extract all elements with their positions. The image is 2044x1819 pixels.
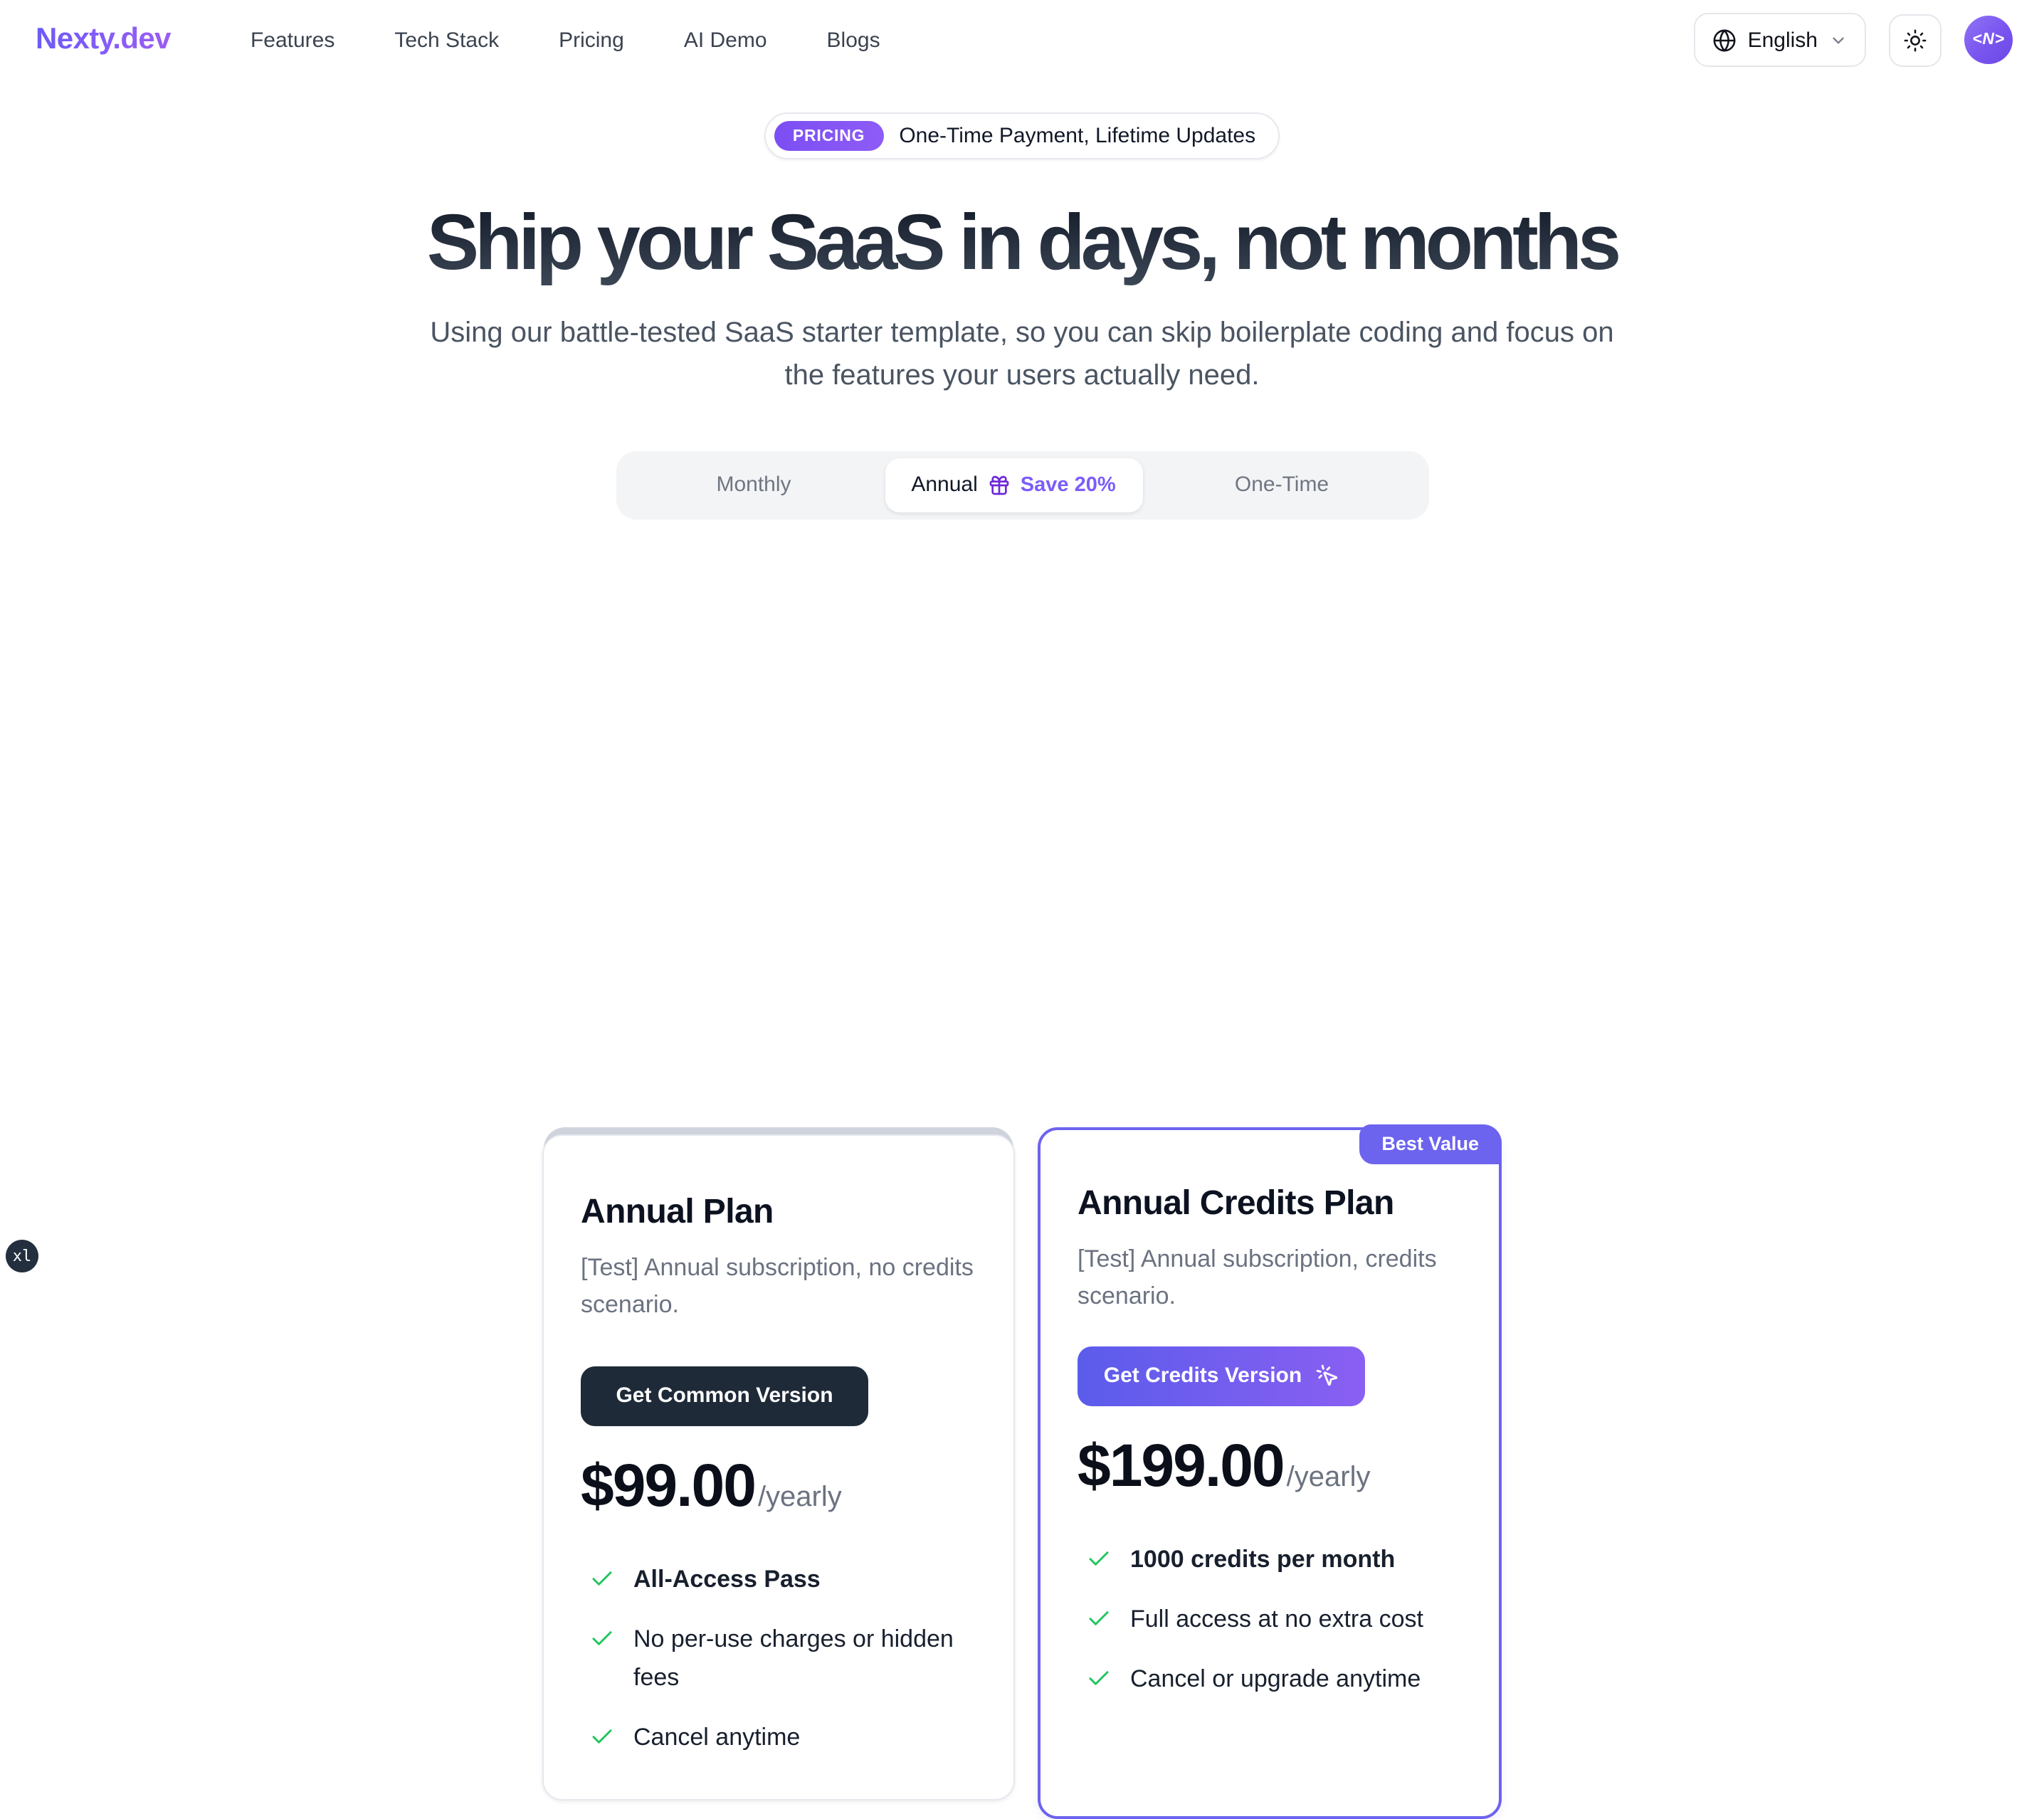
- plan-price: $99.00 /yearly: [581, 1452, 976, 1520]
- price-period: /yearly: [1286, 1461, 1371, 1493]
- feature-item: Cancel or upgrade anytime: [1086, 1660, 1462, 1698]
- get-credits-version-label: Get Credits Version: [1103, 1364, 1302, 1388]
- gift-icon: [988, 474, 1011, 497]
- hero-section: PRICING One-Time Payment, Lifetime Updat…: [0, 80, 2044, 397]
- plan-description: [Test] Annual subscription, no credits s…: [581, 1253, 974, 1318]
- chevron-down-icon: [1829, 31, 1848, 49]
- feature-list: 1000 credits per month Full access at no…: [1078, 1540, 1462, 1698]
- logo[interactable]: Nexty.dev: [36, 23, 172, 56]
- check-icon: [1086, 1665, 1112, 1698]
- nav-item-blogs[interactable]: Blogs: [826, 28, 880, 52]
- mouse-pointer-click-icon: [1315, 1364, 1339, 1388]
- check-icon: [589, 1625, 615, 1697]
- feature-text: 1000 credits per month: [1130, 1545, 1396, 1573]
- nav-links: Features Tech Stack Pricing AI Demo Blog…: [251, 28, 880, 52]
- page-subtitle: Using our battle-tested SaaS starter tem…: [430, 317, 1614, 391]
- feature-text: No per-use charges or hidden fees: [633, 1625, 954, 1691]
- language-selector-button[interactable]: English: [1693, 13, 1866, 67]
- feature-item: All-Access Pass: [589, 1560, 976, 1598]
- feature-text: All-Access Pass: [633, 1565, 821, 1593]
- best-value-badge: Best Value: [1359, 1124, 1502, 1165]
- pricing-badge-label: PRICING: [774, 121, 884, 151]
- plan-price: $199.00 /yearly: [1078, 1432, 1462, 1500]
- avatar[interactable]: <N>: [1964, 16, 2013, 64]
- language-selector-label: English: [1747, 28, 1818, 52]
- pricing-badge-text: One-Time Payment, Lifetime Updates: [899, 124, 1256, 148]
- nav-right-controls: English <N>: [1693, 13, 2013, 67]
- toggle-option-one-time[interactable]: One-Time: [1234, 473, 1329, 497]
- check-icon: [589, 1566, 615, 1598]
- feature-item: Full access at no extra cost: [1086, 1600, 1462, 1638]
- theme-toggle-button[interactable]: [1889, 14, 1942, 66]
- feature-item: No per-use charges or hidden fees: [589, 1620, 976, 1697]
- nav-item-ai-demo[interactable]: AI Demo: [683, 28, 767, 52]
- nav-item-features[interactable]: Features: [250, 28, 335, 52]
- billing-toggle-wrap: Monthly Annual Save 20% One-Time: [0, 450, 2044, 520]
- page-title: Ship your SaaS in days, not months: [0, 196, 2044, 289]
- pricing-pill-badge: PRICING One-Time Payment, Lifetime Updat…: [764, 112, 1280, 159]
- feature-text: Cancel or upgrade anytime: [1130, 1665, 1421, 1692]
- get-common-version-button[interactable]: Get Common Version: [581, 1366, 868, 1426]
- plan-card-annual-body: Annual Plan [Test] Annual subscription, …: [542, 1134, 1015, 1800]
- check-icon: [589, 1724, 615, 1756]
- billing-toggle: Monthly Annual Save 20% One-Time: [616, 450, 1428, 520]
- top-nav: Nexty.dev Features Tech Stack Pricing AI…: [0, 0, 2044, 80]
- plan-card-annual-credits: Best Value Annual Credits Plan [Test] An…: [1038, 1124, 1502, 1819]
- feature-item: 1000 credits per month: [1086, 1540, 1462, 1578]
- plan-name: Annual Plan: [581, 1192, 774, 1231]
- check-icon: [1086, 1606, 1112, 1638]
- toggle-option-annual-active[interactable]: Annual Save 20%: [885, 458, 1142, 512]
- plan-card-annual: Annual Plan [Test] Annual subscription, …: [542, 1127, 1015, 1800]
- feature-text: Full access at no extra cost: [1130, 1605, 1423, 1633]
- nav-item-tech-stack[interactable]: Tech Stack: [394, 28, 500, 52]
- get-credits-version-button[interactable]: Get Credits Version: [1078, 1346, 1365, 1406]
- sun-icon: [1903, 28, 1927, 52]
- save-20-badge: Save 20%: [1020, 473, 1116, 497]
- globe-icon: [1712, 28, 1737, 52]
- toggle-annual-label: Annual: [911, 473, 978, 497]
- nav-item-pricing[interactable]: Pricing: [559, 28, 624, 52]
- pricing-cards-section: Annual Plan [Test] Annual subscription, …: [0, 557, 2044, 1819]
- plan-name: Annual Credits Plan: [1078, 1183, 1394, 1223]
- price-period: /yearly: [757, 1481, 842, 1513]
- feature-text: Cancel anytime: [633, 1723, 801, 1751]
- check-icon: [1086, 1546, 1112, 1578]
- price-amount: $199.00: [1078, 1431, 1285, 1499]
- feature-item: Cancel anytime: [589, 1718, 976, 1756]
- feature-list: All-Access Pass No per-use charges or hi…: [581, 1560, 976, 1756]
- toggle-option-monthly[interactable]: Monthly: [716, 473, 791, 497]
- chat-widget-button[interactable]: xl: [6, 1240, 38, 1272]
- price-amount: $99.00: [581, 1451, 757, 1519]
- plan-description: [Test] Annual subscription, credits scen…: [1078, 1245, 1437, 1309]
